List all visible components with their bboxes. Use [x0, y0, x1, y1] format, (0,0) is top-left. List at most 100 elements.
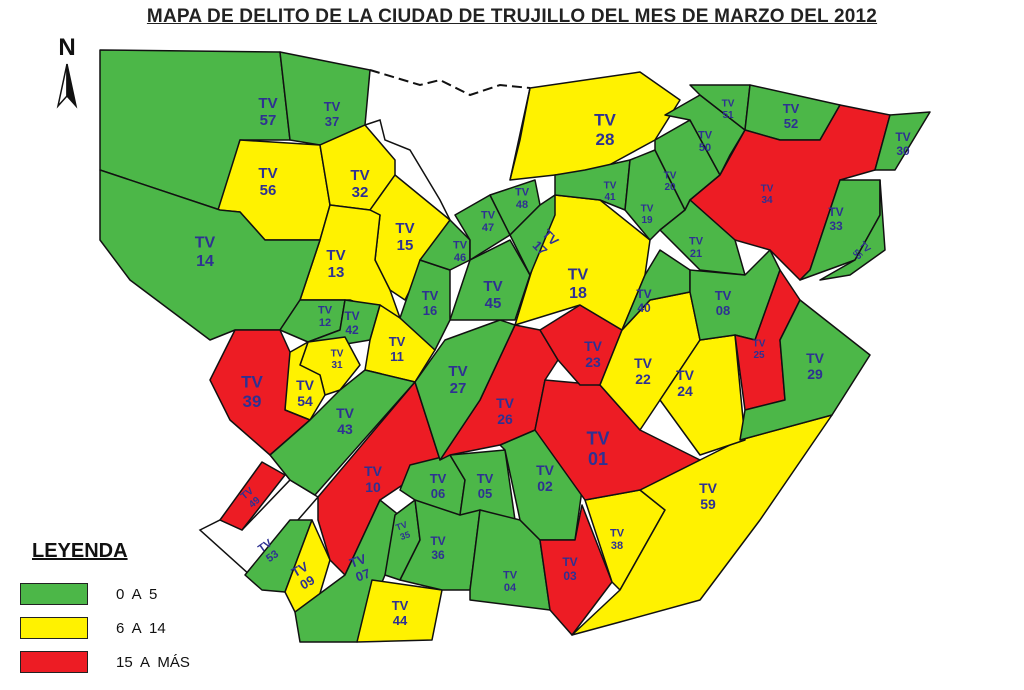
district-number: 04: [504, 582, 517, 594]
district-label-tv-57: TV 57: [258, 95, 277, 129]
district-label-tv-12: TV 12: [318, 304, 333, 329]
district-number: 18: [569, 285, 587, 302]
district-label-tv-59: TV 59: [699, 480, 718, 512]
district-prefix: TV: [344, 309, 359, 323]
district-label-tv-54: TV 54: [296, 377, 315, 409]
district-number: 14: [196, 253, 214, 270]
district-number: 36: [431, 548, 445, 562]
district-number: 31: [331, 360, 343, 371]
district-prefix: TV: [584, 338, 603, 354]
district-label-tv-40: TV 40: [636, 287, 651, 315]
district-number: 53: [264, 548, 281, 565]
district-label-tv-07: TV07: [347, 551, 373, 585]
district-label-tv-39: TV 39: [241, 372, 263, 411]
district-label-tv-25: TV 25: [753, 339, 766, 362]
district-number: 15: [397, 237, 414, 254]
map-boundary: [509, 87, 531, 181]
district-prefix: TV: [636, 287, 651, 301]
district-label-tv-19: TV 19: [641, 204, 654, 227]
district-label-tv-09: TV09: [289, 559, 319, 593]
district-number: 46: [454, 252, 466, 264]
district-prefix: TV: [430, 534, 445, 548]
district-label-tv-04: TV 04: [503, 569, 518, 594]
district-prefix: TV: [296, 377, 315, 393]
district-prefix: TV: [715, 288, 732, 303]
district-tv-34: [689, 104, 891, 281]
district-label-tv-44: TV 44: [392, 598, 409, 628]
district-label-tv-21: TV 21: [689, 235, 704, 260]
legend-swatch-yellow: [20, 617, 88, 639]
district-number: 54: [297, 393, 313, 409]
district-prefix: TV: [496, 395, 515, 411]
district-tv-30: [874, 111, 931, 171]
district-number: 47: [482, 222, 494, 234]
district-label-tv-11: TV 11: [389, 334, 406, 364]
district-label-tv-32: TV 32: [350, 167, 369, 201]
district-tv-29: [739, 299, 871, 441]
district-prefix: TV: [258, 95, 277, 112]
district-prefix: TV: [753, 339, 766, 350]
district-number: 59: [700, 496, 716, 512]
district-prefix: TV: [241, 372, 263, 391]
district-number: 51: [722, 110, 734, 121]
district-number: 13: [328, 264, 345, 281]
district-number: 29: [807, 366, 823, 382]
district-label-tv-47: TV 47: [481, 209, 496, 234]
district-number: 03: [563, 569, 577, 583]
district-label-tv-18: TV 18: [568, 267, 589, 302]
district-number: 34: [761, 195, 773, 206]
district-label-tv-22: TV 22: [634, 355, 653, 387]
district-prefix: TV: [289, 559, 311, 580]
district-label-tv-20: TV 20: [664, 171, 677, 194]
district-number: 57: [260, 112, 277, 129]
district-number: 38: [611, 540, 623, 552]
district-tv-24: [659, 334, 746, 456]
district-prefix: TV: [515, 186, 530, 198]
district-label-tv-45: TV 45: [483, 278, 502, 312]
district-prefix: TV: [698, 129, 713, 141]
district-label-tv-51: TV 51: [722, 99, 735, 122]
district-prefix: TV: [318, 304, 333, 316]
legend-swatch-red: [20, 651, 88, 673]
legend-item-low: 0 A 5: [20, 577, 190, 611]
district-number: 05: [478, 486, 492, 501]
district-prefix: TV: [562, 555, 577, 569]
district-label-tv-01: TV 01: [586, 428, 609, 469]
district-prefix: TV: [350, 167, 369, 184]
district-prefix: TV: [895, 130, 910, 144]
district-label-tv-23: TV 23: [584, 338, 603, 370]
district-label-tv-41: TV 41: [604, 181, 617, 204]
district-number: 25: [753, 350, 765, 361]
district-number: 01: [588, 449, 608, 469]
district-prefix: TV: [586, 428, 609, 448]
district-prefix: TV: [568, 267, 589, 284]
legend-label: 0 A 5: [116, 585, 158, 603]
district-prefix: TV: [477, 471, 494, 486]
district-prefix: TV: [503, 569, 518, 581]
north-arrow: N: [50, 34, 84, 114]
district-label-tv-50: TV 50: [698, 129, 713, 154]
legend-item-high: 15 A MÁS: [20, 645, 190, 679]
legend-label: 6 A 14: [116, 619, 166, 637]
district-label-tv-36: TV 36: [430, 534, 445, 562]
district-tv-55: [819, 179, 886, 281]
district-label-tv-16: TV 16: [422, 288, 439, 318]
district-label-tv-03: TV 03: [562, 555, 577, 583]
district-prefix: TV: [430, 471, 447, 486]
district-label-tv-14: TV 14: [195, 235, 216, 270]
district-label-tv-53: TV53: [256, 537, 282, 566]
district-prefix: TV: [783, 101, 800, 116]
district-number: 41: [604, 192, 616, 203]
district-prefix: TV: [331, 349, 344, 360]
district-label-tv-48: TV 48: [515, 186, 530, 211]
district-number: 39: [243, 392, 262, 411]
district-number: 12: [319, 317, 331, 329]
district-prefix: TV: [761, 184, 774, 195]
district-prefix: TV: [699, 480, 718, 496]
district-label-tv-10: TV 10: [364, 463, 383, 495]
district-number: 23: [585, 354, 601, 370]
district-prefix: TV: [364, 463, 383, 479]
district-prefix: TV: [258, 165, 277, 182]
district-number: 43: [337, 421, 353, 437]
district-number: 10: [365, 479, 381, 495]
